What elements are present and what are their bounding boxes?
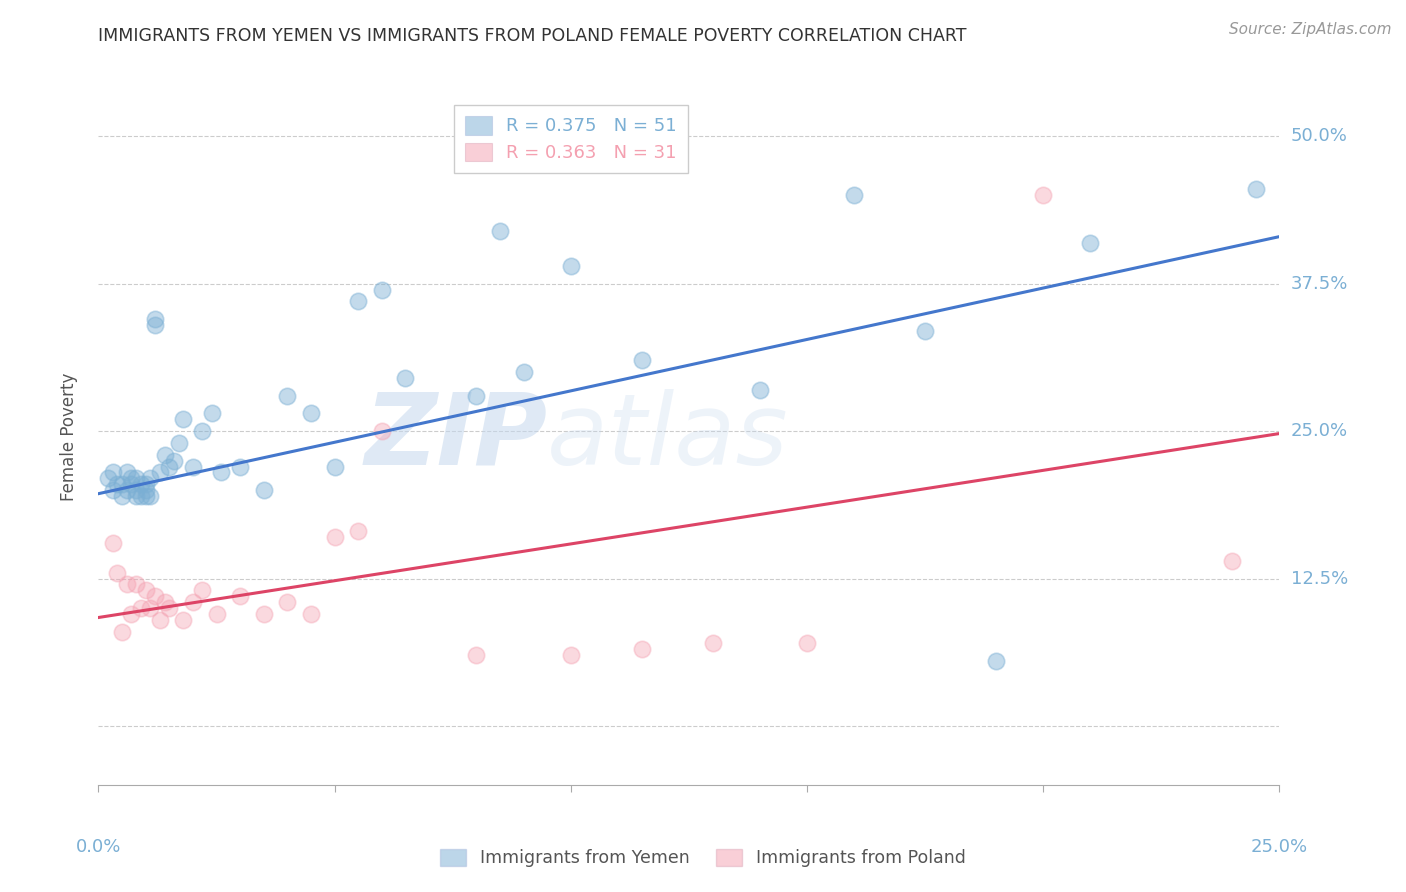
Point (139, 471, 162, 485)
Point (172, 412, 194, 426)
Point (111, 477, 134, 491)
Point (560, 648, 582, 663)
Point (253, 607, 276, 621)
Point (157, 601, 180, 615)
Point (191, 424, 214, 438)
Point (299, 607, 322, 621)
Point (276, 389, 298, 403)
Point (105, 566, 128, 580)
Point (205, 607, 228, 621)
Point (229, 459, 252, 474)
Point (135, 477, 157, 491)
Point (125, 483, 148, 497)
Text: atlas: atlas (547, 389, 789, 485)
Point (209, 466, 232, 480)
Point (101, 536, 124, 550)
Point (630, 642, 652, 657)
Point (101, 483, 124, 497)
Text: 12.5%: 12.5% (1291, 570, 1348, 588)
Text: Source: ZipAtlas.com: Source: ZipAtlas.com (1229, 22, 1392, 37)
Point (984, 654, 1007, 668)
Text: 0.0%: 0.0% (76, 838, 121, 855)
Point (105, 477, 128, 491)
Point (121, 477, 143, 491)
Text: 25.0%: 25.0% (1291, 422, 1348, 440)
Legend: Immigrants from Yemen, Immigrants from Poland: Immigrants from Yemen, Immigrants from P… (433, 842, 973, 874)
Point (201, 407, 224, 421)
Point (465, 389, 488, 403)
Point (512, 365, 534, 379)
Point (347, 294, 370, 309)
Point (1220, 554, 1243, 568)
Point (149, 613, 172, 627)
Point (172, 613, 194, 627)
Text: 50.0%: 50.0% (1291, 128, 1347, 145)
Y-axis label: Female Poverty: Female Poverty (59, 373, 77, 501)
Point (115, 483, 138, 497)
Point (323, 459, 346, 474)
Point (191, 583, 214, 598)
Point (181, 595, 204, 609)
Point (229, 589, 252, 603)
Point (167, 436, 190, 450)
Point (394, 371, 416, 385)
Point (143, 318, 166, 332)
Point (111, 624, 134, 639)
Point (844, 188, 866, 202)
Point (299, 407, 322, 421)
Point (129, 477, 152, 491)
Point (149, 466, 172, 480)
Point (630, 353, 652, 368)
Point (143, 589, 166, 603)
Point (702, 636, 724, 650)
Point (129, 489, 152, 503)
Point (914, 324, 936, 338)
Point (125, 577, 148, 591)
Legend: R = 0.375   N = 51, R = 0.363   N = 31: R = 0.375 N = 51, R = 0.363 N = 31 (454, 105, 688, 173)
Point (1032, 188, 1054, 202)
Point (139, 601, 162, 615)
Point (371, 424, 394, 438)
Point (796, 636, 818, 650)
Point (115, 577, 138, 591)
Text: IMMIGRANTS FROM YEMEN VS IMMIGRANTS FROM POLAND FEMALE POVERTY CORRELATION CHART: IMMIGRANTS FROM YEMEN VS IMMIGRANTS FROM… (98, 27, 967, 45)
Point (1080, 235, 1102, 250)
Point (143, 312, 166, 326)
Point (276, 595, 298, 609)
Point (121, 607, 143, 621)
Point (347, 524, 370, 539)
Point (181, 459, 204, 474)
Point (748, 383, 770, 397)
Point (101, 466, 124, 480)
Point (121, 471, 143, 485)
Point (115, 466, 138, 480)
Point (371, 283, 394, 297)
Point (465, 648, 488, 663)
Point (157, 459, 180, 474)
Point (111, 489, 134, 503)
Point (163, 453, 186, 467)
Point (125, 489, 148, 503)
Point (125, 471, 148, 485)
Point (139, 489, 162, 503)
Point (97, 471, 120, 485)
Point (135, 489, 157, 503)
Text: ZIP: ZIP (364, 389, 547, 485)
Point (129, 601, 152, 615)
Point (253, 483, 276, 497)
Text: 37.5%: 37.5% (1291, 275, 1348, 293)
Point (135, 583, 157, 598)
Point (135, 483, 157, 497)
Point (1244, 182, 1267, 196)
Point (323, 530, 346, 544)
Point (153, 448, 176, 462)
Point (153, 595, 176, 609)
Text: 25.0%: 25.0% (1251, 838, 1308, 855)
Point (560, 259, 582, 273)
Point (489, 224, 512, 238)
